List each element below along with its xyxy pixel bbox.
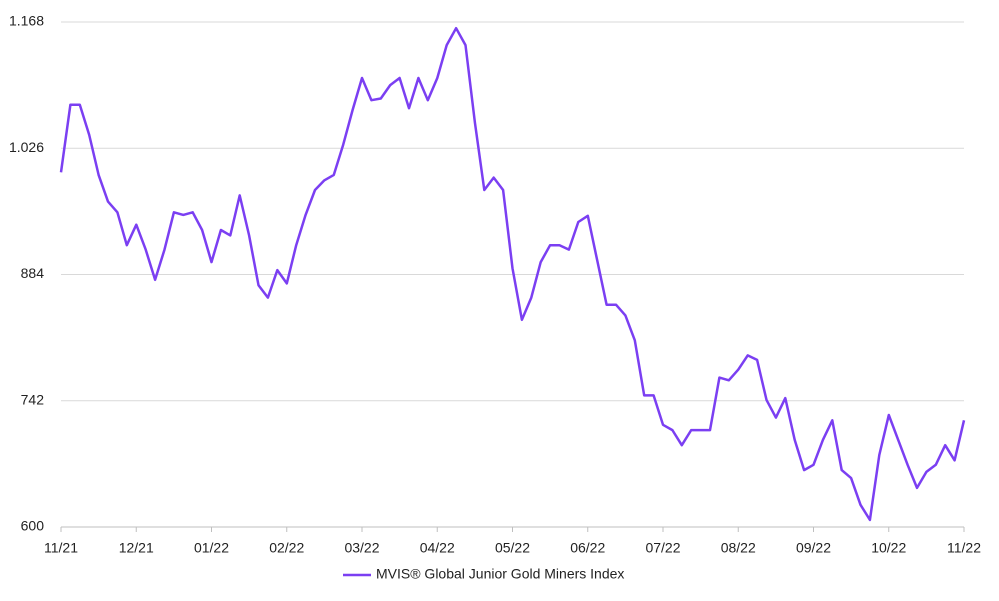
y-tick-label: 600: [21, 518, 45, 534]
x-tick-label: 12/21: [119, 540, 154, 556]
x-tick-label: 11/22: [947, 540, 981, 556]
y-tick-label: 1.168: [9, 13, 44, 29]
x-tick-label: 02/22: [269, 540, 304, 556]
x-tick-label: 04/22: [420, 540, 455, 556]
x-tick-label: 06/22: [570, 540, 605, 556]
x-tick-label: 11/21: [44, 540, 78, 556]
x-tick-label: 09/22: [796, 540, 831, 556]
legend-label: MVIS® Global Junior Gold Miners Index: [376, 566, 624, 582]
series-line: [59, 26, 966, 522]
x-tick-label: 03/22: [344, 540, 379, 556]
x-tick-label: 07/22: [645, 540, 680, 556]
y-tick-label: 884: [21, 265, 45, 281]
y-tick-label: 742: [21, 391, 45, 407]
x-tick-label: 08/22: [721, 540, 756, 556]
y-tick-label: 1.026: [9, 139, 44, 155]
x-tick-label: 05/22: [495, 540, 530, 556]
x-tick-label: 01/22: [194, 540, 229, 556]
x-tick-label: 10/22: [871, 540, 906, 556]
